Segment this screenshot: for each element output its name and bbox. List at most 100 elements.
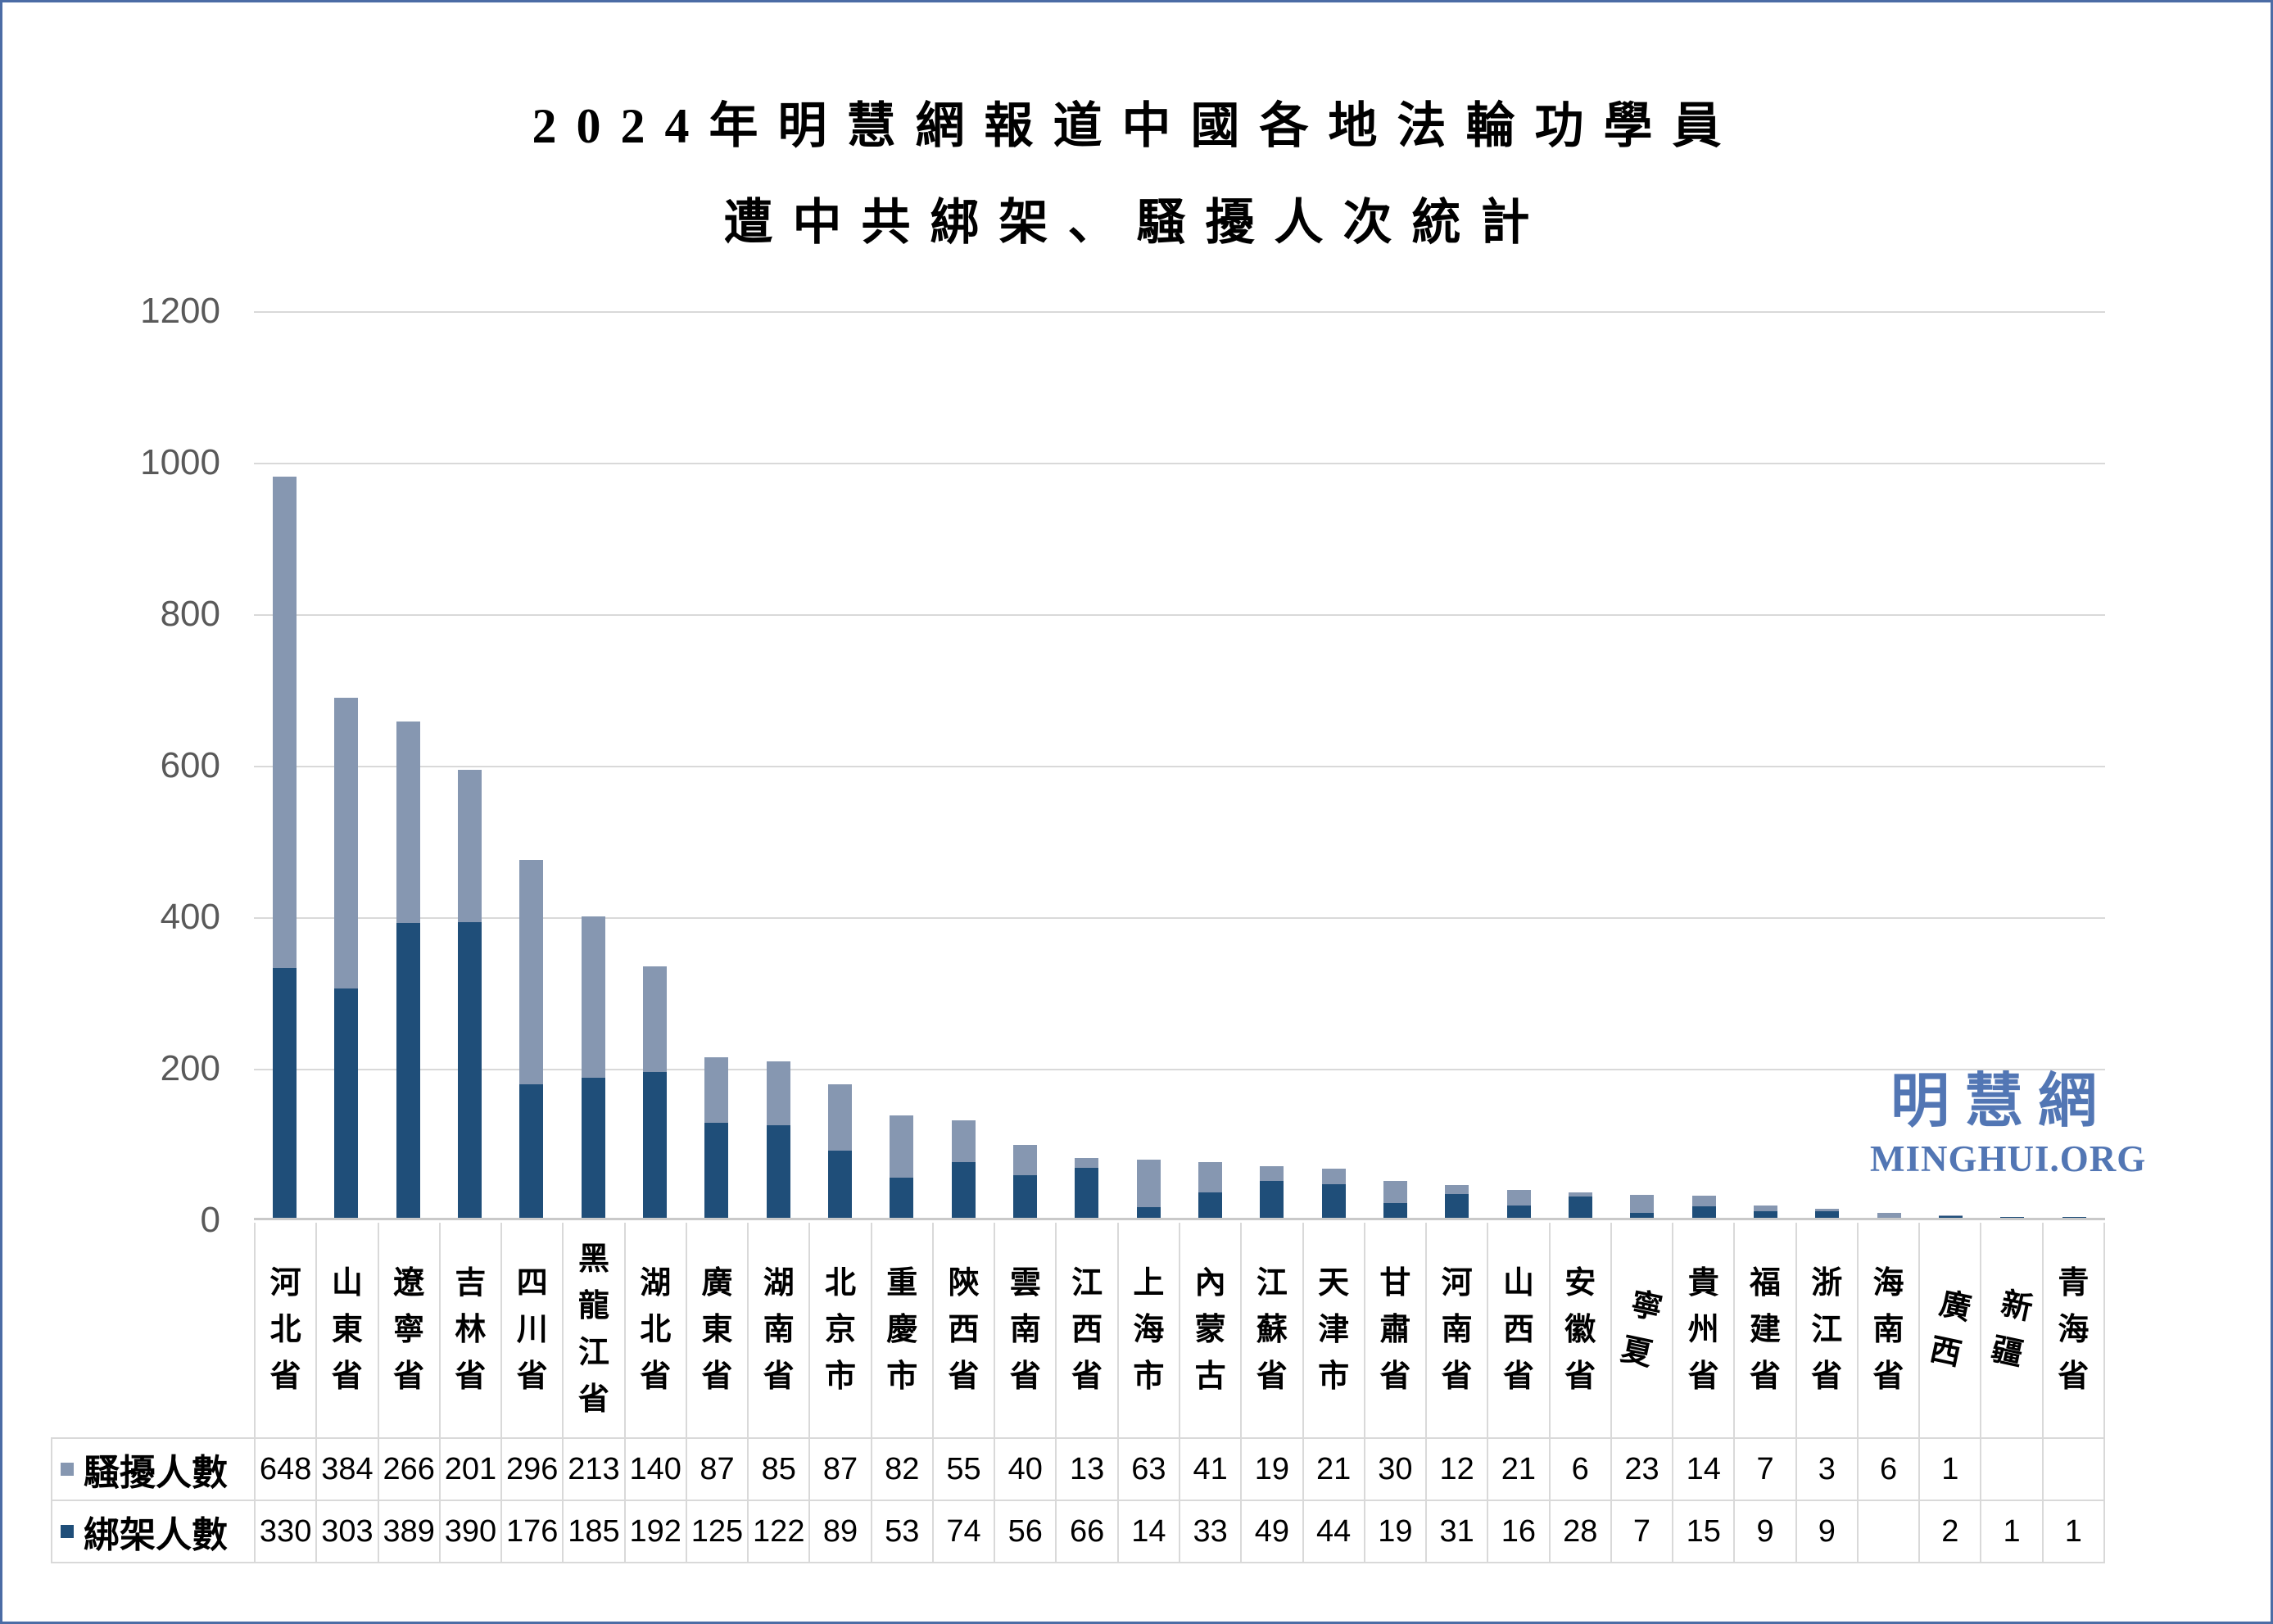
bar-column (378, 311, 439, 1218)
category-label: 新疆 (1987, 1281, 2037, 1378)
category-label-char: 西 (948, 1312, 980, 1347)
harassment-segment (1630, 1195, 1655, 1213)
category-label-char: 省 (393, 1359, 425, 1394)
table-value-cell: 648 (254, 1437, 316, 1500)
stacked-bar (2062, 1217, 2086, 1218)
category-label-char: 重 (886, 1265, 918, 1301)
stacked-bar (1136, 1159, 1161, 1218)
abduction-segment (1691, 1206, 1716, 1218)
category-label: 安徽省 (1564, 1260, 1596, 1400)
stacked-bar (1815, 1208, 1840, 1218)
table-value-cell: 21 (1487, 1437, 1549, 1500)
table-value-cell: 12 (1425, 1437, 1487, 1500)
stacked-bar (1506, 1189, 1531, 1218)
bar-column (439, 311, 500, 1218)
abduction-segment (1383, 1203, 1408, 1218)
harassment-segment (1754, 1206, 1778, 1211)
harassment-segment (704, 1056, 729, 1124)
table-value-cell: 390 (438, 1500, 501, 1562)
y-tick-label: 1200 (140, 291, 220, 331)
category-label: 廣東省 (701, 1260, 732, 1400)
category-label-char: 福 (1750, 1265, 1782, 1301)
category-label: 廣西 (1925, 1281, 1975, 1378)
abduction-segment (1013, 1175, 1038, 1218)
y-tick-label: 800 (160, 594, 220, 634)
table-value-cell: 192 (623, 1500, 686, 1562)
stacked-bar (273, 477, 297, 1218)
category-label-char: 省 (269, 1359, 301, 1394)
category-label-char: 遼 (393, 1265, 425, 1301)
table-value-cell: 63 (1116, 1437, 1179, 1500)
table-value-cell: 176 (500, 1500, 563, 1562)
harassment-segment (828, 1084, 853, 1151)
table-value-cell: 55 (931, 1437, 994, 1500)
category-label-char: 海 (1872, 1265, 1904, 1301)
table-value-cell: 19 (1363, 1500, 1426, 1562)
x-label-cell: 貴州省 (1672, 1223, 1733, 1437)
table-value-cell: 31 (1425, 1500, 1487, 1562)
category-label-char: 東 (701, 1312, 733, 1347)
category-label-char: 西 (1927, 1332, 1964, 1373)
harassment-segment (1260, 1166, 1284, 1181)
bar-column (994, 311, 1056, 1218)
bar-column (1611, 311, 1673, 1218)
bar-column (1981, 311, 2043, 1218)
bar-column (2044, 311, 2105, 1218)
category-label-char: 徽 (1564, 1312, 1596, 1347)
category-label-char: 吉 (455, 1265, 487, 1301)
stacked-bar (643, 966, 668, 1218)
stacked-bar (1754, 1206, 1778, 1218)
gridlines (254, 311, 2105, 1218)
stacked-bar (890, 1115, 914, 1218)
table-value-cell: 16 (1487, 1500, 1549, 1562)
table-value-cell: 201 (438, 1437, 501, 1500)
table-value-cell: 82 (870, 1437, 932, 1500)
category-label: 貴州省 (1688, 1260, 1719, 1400)
category-label-char: 肅 (1379, 1312, 1411, 1347)
table-value-cell: 1 (1980, 1500, 2042, 1562)
x-label-cell: 山東省 (315, 1223, 377, 1437)
category-label-char: 內 (1194, 1265, 1226, 1301)
category-label-char: 蒙 (1194, 1312, 1226, 1347)
stacked-bar (1877, 1213, 1901, 1218)
x-label-cell: 安徽省 (1548, 1223, 1610, 1437)
category-label: 浙江省 (1811, 1260, 1842, 1400)
category-label-char: 省 (516, 1359, 548, 1394)
category-label-char: 省 (1379, 1359, 1411, 1394)
category-label-char: 省 (1811, 1359, 1843, 1394)
stacked-bar (1013, 1145, 1038, 1218)
plot-area (254, 311, 2105, 1220)
abduction-segment (1569, 1197, 1593, 1218)
harassment-segment (1815, 1208, 1840, 1211)
category-label-char: 省 (1441, 1359, 1473, 1394)
category-label-char: 省 (1564, 1359, 1596, 1394)
table-value-cell: 213 (562, 1437, 624, 1500)
category-label-char: 山 (1502, 1265, 1534, 1301)
x-label-cell: 廣西 (1918, 1223, 1980, 1437)
category-label-char: 東 (331, 1312, 363, 1347)
category-label-char: 江 (577, 1336, 609, 1370)
category-label: 北京市 (825, 1260, 856, 1400)
stacked-bar (1198, 1161, 1223, 1218)
x-label-cell: 廣東省 (685, 1223, 747, 1437)
harassment-segment (1136, 1159, 1161, 1208)
category-label: 陝西省 (949, 1260, 980, 1400)
abduction-segment (951, 1161, 976, 1218)
harassment-segment (1013, 1145, 1038, 1176)
table-value-cell: 296 (500, 1437, 563, 1500)
category-label: 內蒙古 (1195, 1260, 1226, 1400)
x-label-cell: 新疆 (1980, 1223, 2041, 1437)
x-label-cell: 黑龍江省 (562, 1223, 623, 1437)
bar-column (686, 311, 747, 1218)
x-label-cell: 雲南省 (994, 1223, 1055, 1437)
y-tick-label: 0 (200, 1200, 220, 1240)
category-label: 吉林省 (455, 1260, 486, 1400)
abduction-segment (1630, 1212, 1655, 1218)
bar-column (871, 311, 932, 1218)
x-label-cell: 遼寧省 (377, 1223, 439, 1437)
category-label-char: 疆 (1988, 1332, 2026, 1373)
abduction-segment (334, 988, 359, 1218)
table-value-cell: 1 (2041, 1500, 2103, 1562)
category-label-char: 慶 (886, 1312, 918, 1347)
